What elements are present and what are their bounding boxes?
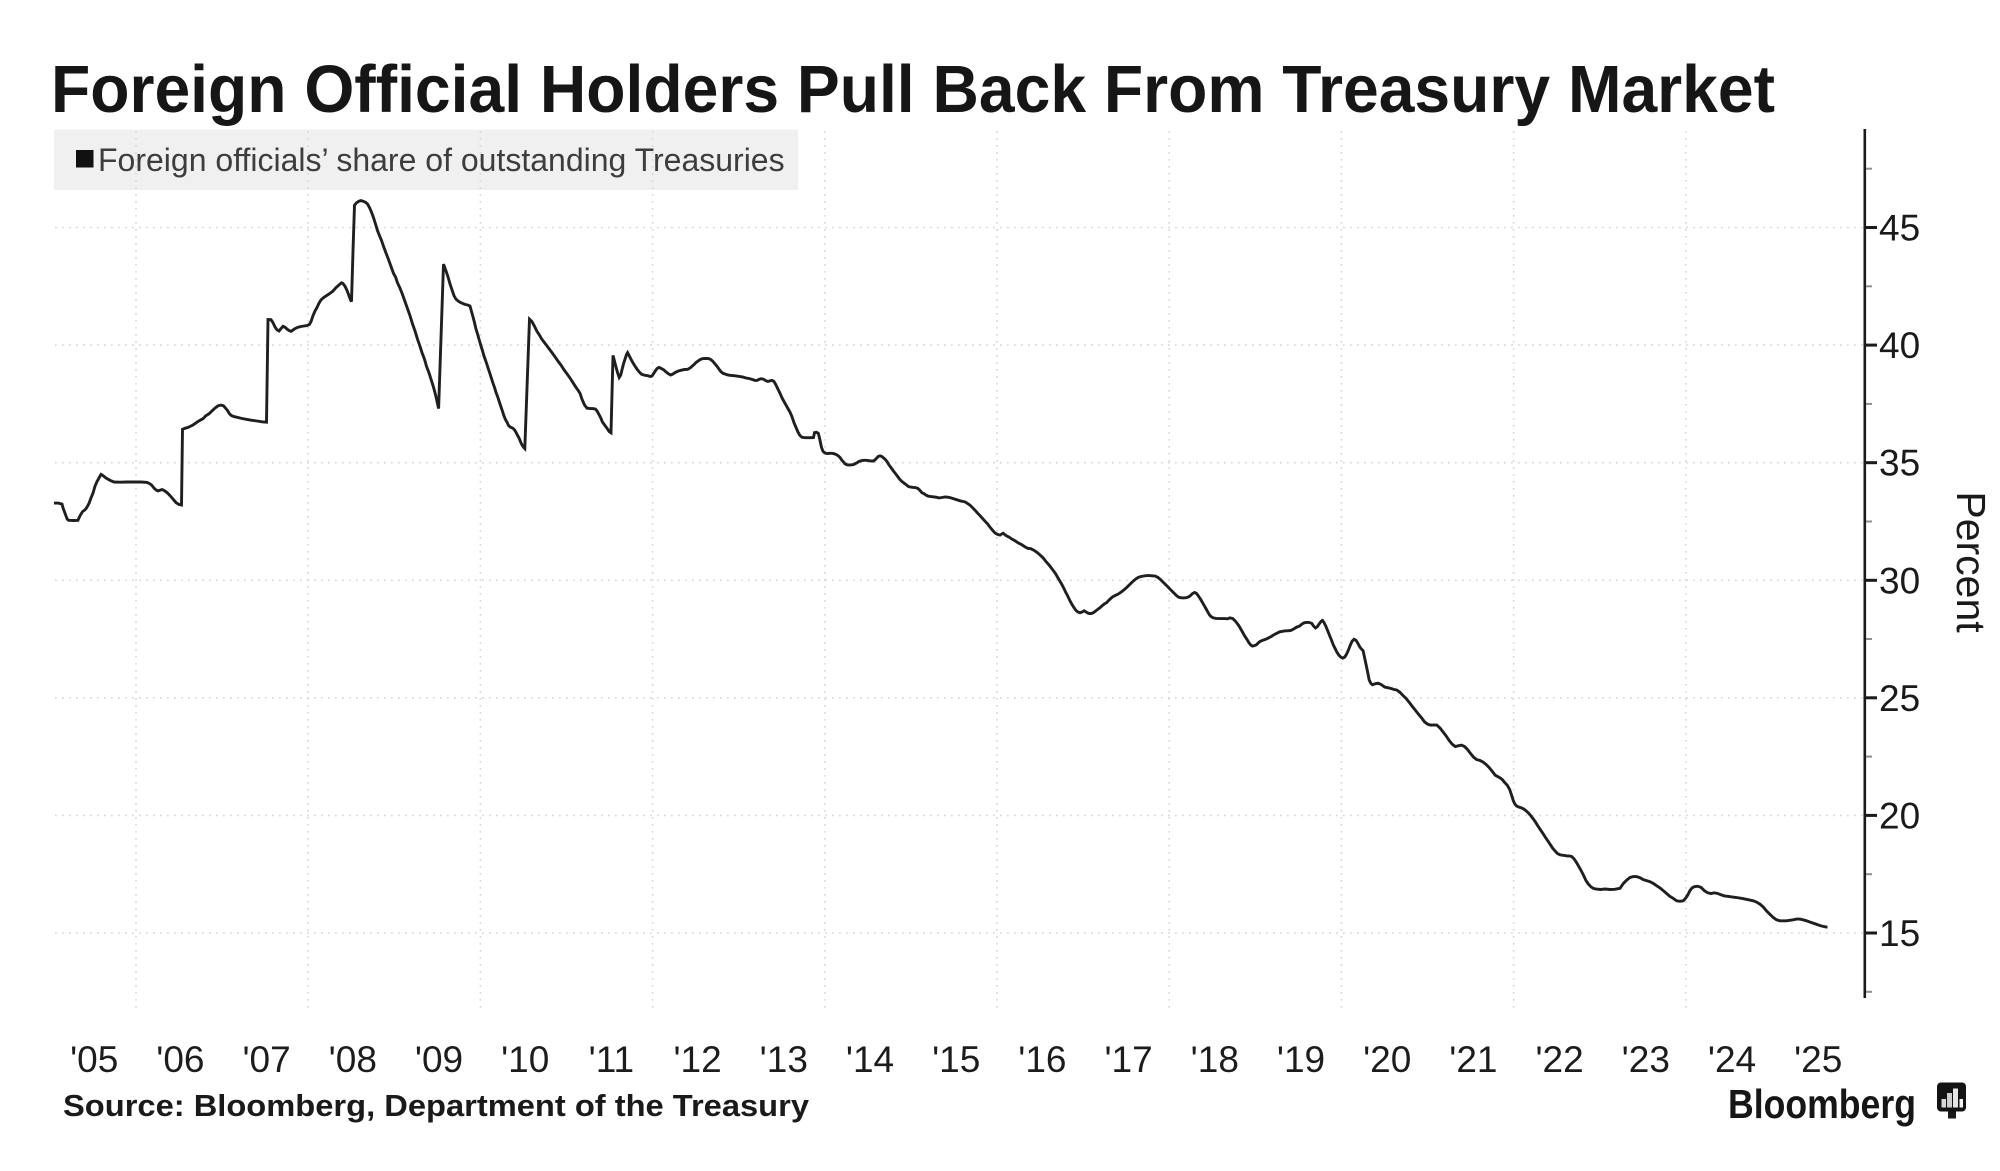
svg-text:'11: '11 — [589, 1039, 634, 1080]
svg-text:25: 25 — [1879, 678, 1920, 719]
svg-text:'17: '17 — [1104, 1039, 1152, 1080]
svg-text:'15: '15 — [932, 1039, 980, 1080]
svg-text:'18: '18 — [1191, 1039, 1239, 1080]
svg-text:20: 20 — [1879, 795, 1920, 836]
svg-text:35: 35 — [1879, 443, 1920, 484]
svg-text:'13: '13 — [760, 1039, 808, 1080]
svg-text:Source: Bloomberg, Department: Source: Bloomberg, Department of the Tre… — [63, 1089, 809, 1123]
svg-text:'20: '20 — [1363, 1039, 1411, 1080]
svg-text:'07: '07 — [242, 1039, 290, 1080]
svg-text:Percent: Percent — [1948, 491, 1994, 633]
svg-text:'14: '14 — [846, 1039, 894, 1080]
svg-text:45: 45 — [1879, 208, 1920, 249]
svg-text:'22: '22 — [1535, 1039, 1583, 1080]
svg-text:15: 15 — [1879, 913, 1920, 954]
svg-text:'25: '25 — [1794, 1039, 1842, 1080]
svg-text:Bloomberg: Bloomberg — [1728, 1081, 1916, 1127]
svg-text:'24: '24 — [1708, 1039, 1756, 1080]
svg-text:'12: '12 — [673, 1039, 721, 1080]
svg-text:'09: '09 — [415, 1039, 463, 1080]
svg-text:'21: '21 — [1449, 1039, 1497, 1080]
svg-text:Foreign Official Holders Pull: Foreign Official Holders Pull Back From … — [51, 52, 1775, 127]
svg-text:'05: '05 — [70, 1039, 118, 1080]
svg-text:30: 30 — [1879, 560, 1920, 601]
svg-text:'23: '23 — [1622, 1039, 1670, 1080]
svg-text:'16: '16 — [1018, 1039, 1066, 1080]
svg-text:40: 40 — [1879, 325, 1920, 366]
svg-text:'19: '19 — [1277, 1039, 1325, 1080]
svg-text:'06: '06 — [156, 1039, 204, 1080]
svg-text:'10: '10 — [501, 1039, 549, 1080]
svg-text:Foreign officials’ share of ou: Foreign officials’ share of outstanding … — [98, 142, 785, 178]
svg-text:'08: '08 — [329, 1039, 377, 1080]
